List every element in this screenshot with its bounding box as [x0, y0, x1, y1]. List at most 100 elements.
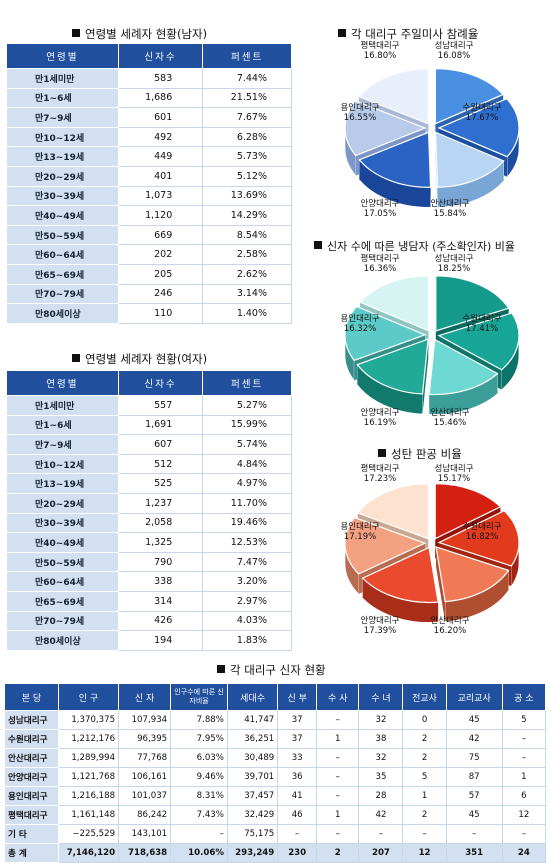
table-row: 만20~29세 401 5.12%	[6, 165, 292, 187]
pie-slice-wall	[438, 312, 512, 356]
male-table-title: 연령별 세례자 현황(남자)	[72, 26, 207, 42]
slice-percent-label: 17.05%	[364, 209, 396, 219]
column-header: 전교사	[402, 683, 447, 711]
table-row: 안양대리구 1,121,768 106,161 9.46% 39,701 36–35 5 87…	[4, 767, 547, 787]
value-cell: 1	[402, 786, 447, 806]
pie-slice	[437, 312, 520, 371]
pie-slice	[434, 68, 505, 125]
percent-cell: 7.44%	[202, 68, 292, 89]
percent-cell: 3.14%	[202, 283, 292, 305]
pie-chart-2: 성남대리구18.25%수원대리구17.41%안산대리구15.46%안양대리구16…	[340, 253, 520, 428]
bullet-square-icon	[378, 449, 386, 457]
column-header: 수 녀	[358, 683, 404, 711]
age-group-cell: 만80세이상	[6, 630, 119, 651]
value-cell: 1,212,176	[57, 729, 120, 749]
age-group-cell: 만65~69세	[6, 263, 119, 285]
age-group-cell: 만30~39세	[6, 185, 119, 207]
column-header: 연령별	[6, 370, 119, 396]
value-cell: –	[277, 824, 318, 844]
pie-slice	[437, 98, 520, 158]
value-cell: 8.31%	[170, 786, 228, 806]
male-age-table: 연령별 신자수 퍼센트 만1세미만 583 7.44% 만1~6세 1,686 21.51…	[6, 43, 292, 324]
percent-cell: 4.03%	[202, 610, 292, 632]
parish-cell: 안양대리구	[4, 767, 59, 787]
slice-percent-label: 16.32%	[344, 324, 376, 334]
pie-slice-side	[344, 543, 359, 595]
percent-cell: 15.99%	[202, 414, 292, 436]
pie-slice	[356, 483, 429, 540]
count-cell: 790	[117, 551, 204, 573]
slice-label: 성남대리구	[434, 41, 473, 51]
table-row: 만80세이상 194 1.83%	[6, 630, 292, 651]
pie-slice-wall	[357, 339, 429, 385]
slice-label: 용인대리구	[340, 521, 379, 532]
main-table-title: 각 대리구 신자 현황	[217, 662, 326, 678]
age-group-cell: 만20~29세	[6, 165, 119, 187]
slice-label: 성남대리구	[434, 464, 473, 474]
bullet-square-icon	[72, 29, 80, 37]
pie-slice-wall	[358, 543, 426, 594]
table-row: 만1~6세 1,691 15.99%	[6, 414, 292, 436]
value-cell: 7.88%	[170, 710, 228, 730]
count-cell: 1,073	[117, 185, 204, 207]
column-header: 연령별	[6, 43, 119, 69]
pie-slice	[428, 338, 499, 396]
female-table-title: 연령별 세례자 현황(여자)	[72, 351, 207, 367]
table-row: 만40~49세 1,325 12.53%	[6, 532, 292, 553]
value-cell: 718,638	[118, 843, 172, 863]
count-cell: 1,691	[117, 414, 204, 436]
count-cell: 492	[117, 126, 204, 148]
table-row: 만1세미만 583 7.44%	[6, 68, 292, 89]
pie-slice-wall	[438, 510, 505, 563]
pie-slice-side	[506, 127, 520, 178]
parish-cell: 성남대리구	[4, 710, 59, 730]
table-row: 만1세미만 557 5.27%	[6, 395, 292, 416]
value-cell: 12	[501, 805, 547, 825]
percent-cell: 5.27%	[202, 395, 292, 416]
age-group-cell: 만50~59세	[6, 551, 119, 573]
parish-cell: 총 계	[4, 843, 59, 863]
value-cell: –	[316, 767, 360, 787]
female-age-table: 연령별 신자수 퍼센트 만1세미만 557 5.27% 만1~6세 1,691 15.99…	[6, 370, 292, 651]
pie-slice	[344, 516, 427, 575]
slice-label: 용인대리구	[340, 102, 379, 113]
value-cell: 42	[358, 805, 404, 825]
pie-slice-wall	[359, 132, 429, 180]
age-group-cell: 만7~9세	[6, 434, 119, 455]
pie-slice	[356, 338, 429, 395]
value-cell: 37	[277, 710, 318, 730]
value-cell: 1	[501, 767, 547, 787]
table-row: 만20~29세 1,237 11.70%	[6, 492, 292, 514]
slice-percent-label: 17.19%	[344, 532, 376, 542]
value-cell: –	[445, 824, 503, 844]
age-group-cell: 만60~64세	[6, 244, 119, 265]
pie-slice-wall	[438, 542, 512, 586]
pie-slice-wall	[435, 94, 504, 144]
value-cell: −225,529	[57, 824, 120, 844]
percent-cell: 7.47%	[202, 551, 292, 573]
table-row: 기 타 −225,529 143,101–75,175– – – – – –	[4, 824, 547, 844]
value-cell: 1	[316, 729, 360, 749]
slice-label: 수원대리구	[462, 103, 501, 113]
table-row: 만13~19세 449 5.73%	[6, 146, 292, 167]
table-row: 만65~69세 205 2.62%	[6, 263, 292, 285]
table-row: 만7~9세 601 7.67%	[6, 107, 292, 128]
pie-slice	[344, 305, 427, 362]
slice-label: 안양대리구	[360, 615, 399, 626]
value-cell: 32,429	[226, 805, 279, 825]
pie-slice	[344, 100, 427, 157]
count-cell: 401	[117, 165, 204, 187]
slice-percent-label: 16.08%	[438, 51, 470, 61]
table-row: 용인대리구 1,216,188 101,037 8.31% 37,457 41–28 1 57…	[4, 786, 547, 806]
table-row: 만7~9세 607 5.74%	[6, 434, 292, 455]
value-cell: 45	[445, 805, 503, 825]
value-cell: 1,161,148	[57, 805, 120, 825]
pie-slice-wall	[438, 98, 507, 148]
pie-chart-3: 성남대리구15.17%수원대리구16.82%안산대리구16.20%안양대리구17…	[340, 463, 520, 636]
count-cell: 607	[117, 434, 204, 455]
pie-slice-wall	[434, 339, 498, 394]
value-cell: 9.46%	[170, 767, 228, 787]
table-row: 안산대리구 1,289,994 77,768 6.03% 30,489 33–32 2 75–	[4, 748, 547, 768]
value-cell: –	[402, 824, 447, 844]
count-cell: 525	[117, 473, 204, 494]
